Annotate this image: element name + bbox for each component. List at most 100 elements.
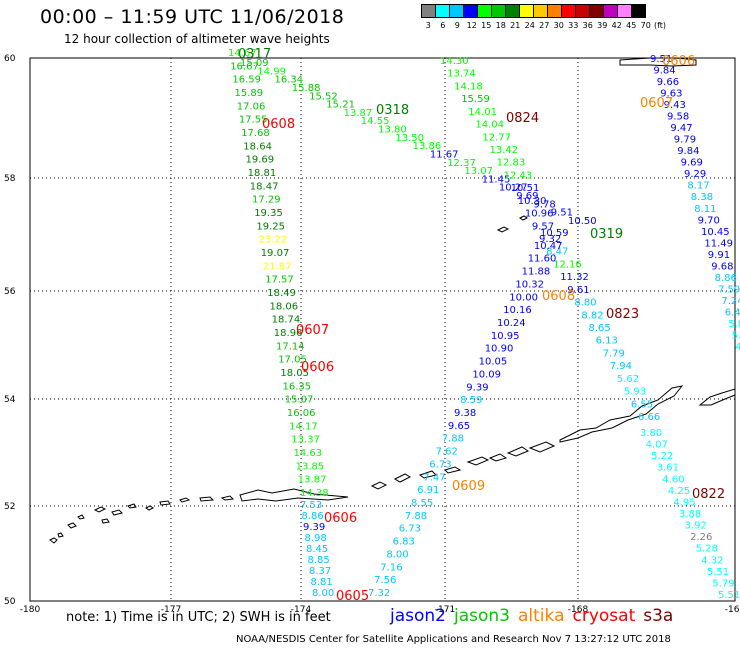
wave-height-value: 7.88: [405, 511, 427, 522]
wave-height-value: 8.37: [309, 566, 331, 577]
wave-height-value: 5.22: [651, 451, 673, 462]
wave-height-value: 13.74: [447, 69, 476, 80]
lon-label: -171: [435, 605, 455, 615]
wave-height-value: 10.90: [485, 344, 514, 355]
wave-height-value: 8.65: [589, 323, 611, 334]
wave-height-value: 12.43: [504, 170, 533, 181]
wave-height-value: 7.16: [380, 562, 402, 573]
pass-time-label: 0823: [606, 307, 639, 322]
wave-height-value: 18.96: [274, 328, 303, 339]
wave-height-value: 7.47: [423, 472, 445, 483]
wave-height-value: 14.55: [361, 116, 390, 127]
legend-label: 70: [640, 21, 651, 30]
wave-height-value: 13.87: [298, 475, 327, 486]
wave-height-value: 16.67: [230, 61, 259, 72]
wave-height-value: 10.47: [534, 241, 563, 252]
wave-height-value: 8.86: [715, 273, 737, 284]
wave-height-value: 18.49: [267, 288, 296, 299]
legend-labels: 3 6 9 12 15 18 21 24 27 30 33 36 39 42 45 70 (ft): [421, 18, 666, 30]
legend-label: 12: [466, 21, 477, 30]
pass-time-label: 0317: [238, 47, 271, 62]
wave-height-value: 14.67: [228, 48, 257, 59]
wave-height-value: 7.94: [610, 361, 632, 372]
pass-time-label: 0822: [692, 487, 725, 502]
wave-height-value: 10.30: [518, 196, 547, 207]
wave-height-value: 9.43: [664, 100, 686, 111]
pribilof-islands: [496, 215, 528, 233]
wave-height-value: 15.88: [292, 83, 321, 94]
wave-height-value: 6.73: [399, 524, 421, 535]
lon-label: -168: [568, 605, 589, 615]
wave-height-value: 14.99: [257, 66, 286, 77]
wave-height-value: 8.17: [687, 181, 709, 192]
pass-time-label: 0608: [542, 289, 575, 304]
wave-height-value: 4.07: [646, 440, 668, 451]
legend-label: 9: [454, 21, 460, 30]
wave-height-value: 8.55: [411, 498, 433, 509]
aleutian-islands-central: [239, 441, 556, 502]
wave-height-value: 11.88: [522, 267, 551, 278]
legend-label: 30: [553, 21, 564, 30]
satellite-name: jason2: [390, 606, 446, 626]
wave-height-value: 3.88: [679, 509, 701, 520]
wave-height-value: 11.49: [704, 238, 733, 249]
axis-labels: 60 58 56 54 52 50 -180 -177 -174 -171 -168 -165: [4, 54, 740, 615]
wave-height-value: 5.62: [617, 374, 639, 385]
wave-height-value: 7.53: [300, 500, 322, 511]
wave-height-value: 9.32: [539, 234, 561, 245]
wave-height-value: 8.81: [311, 577, 333, 588]
wave-height-value: 8.38: [691, 192, 713, 203]
wave-height-value: 5.51: [707, 567, 729, 578]
wave-height-value: 6.13: [596, 336, 618, 347]
lat-label: 54: [4, 395, 16, 405]
legend-label: 21: [510, 21, 521, 30]
wave-height-value: 17.55: [239, 115, 268, 126]
wave-height-value: 5.93: [624, 387, 646, 398]
wave-height-value: 15.89: [235, 88, 264, 99]
aleutian-islands-west: [49, 495, 235, 544]
lat-label: 52: [4, 502, 15, 512]
legend-swatch: [631, 4, 646, 18]
nunivak-coast: [619, 57, 697, 67]
satellite-name: jason3: [454, 606, 510, 626]
legend-label: 24: [524, 21, 535, 30]
wave-height-value: 8.47: [546, 247, 568, 258]
satellite-legend: jason2 jason3 altika cryosat s3a: [390, 606, 681, 626]
legend-label: 39: [597, 21, 608, 30]
wave-height-value: 18.74: [272, 315, 301, 326]
wave-height-value: 14.04: [475, 120, 504, 131]
wave-height-value: 13.07: [464, 166, 493, 177]
wave-height-value: 17.57: [265, 275, 294, 286]
pass-time-label: 0606: [301, 360, 334, 375]
wave-height-value: 17.29: [252, 195, 281, 206]
wave-height-value: 6.83: [393, 537, 415, 548]
wave-height-value: 4.25: [668, 486, 690, 497]
wave-height-value: 7.62: [436, 447, 458, 458]
wave-height-value: 9.91: [708, 250, 730, 261]
wave-height-value: 10.16: [503, 305, 532, 316]
lat-label: 56: [4, 287, 16, 297]
wave-height-value: 6.73: [429, 459, 451, 470]
wave-height-value: 15.59: [461, 94, 490, 105]
wave-height-value: 10.32: [515, 279, 544, 290]
wave-height-value: 7.56: [374, 575, 396, 586]
wave-height-value: 9.63: [660, 89, 682, 100]
wave-height-value: 18.06: [270, 301, 299, 312]
wave-height-value: 3.80: [640, 428, 662, 439]
wave-height-value: 5.81: [728, 319, 740, 330]
lon-label: -174: [291, 605, 312, 615]
legend-label: 33: [568, 21, 579, 30]
wave-height-value: 15.07: [285, 395, 314, 406]
wave-height-value: 8.11: [694, 204, 716, 215]
wave-height-value: 7.79: [603, 348, 625, 359]
wave-height-value: 8.00: [386, 549, 408, 560]
wave-height-value: 9.57: [532, 221, 554, 232]
wave-height-value: 9.47: [670, 123, 692, 134]
wave-height-value: 9.58: [667, 112, 689, 123]
wave-height-value: 12.37: [447, 158, 476, 169]
wave-height-value: 9.61: [567, 285, 589, 296]
wave-height-value: 9.84: [677, 146, 699, 157]
wave-height-value: 5.51: [718, 590, 740, 601]
wave-height-value: 13.50: [395, 133, 424, 144]
